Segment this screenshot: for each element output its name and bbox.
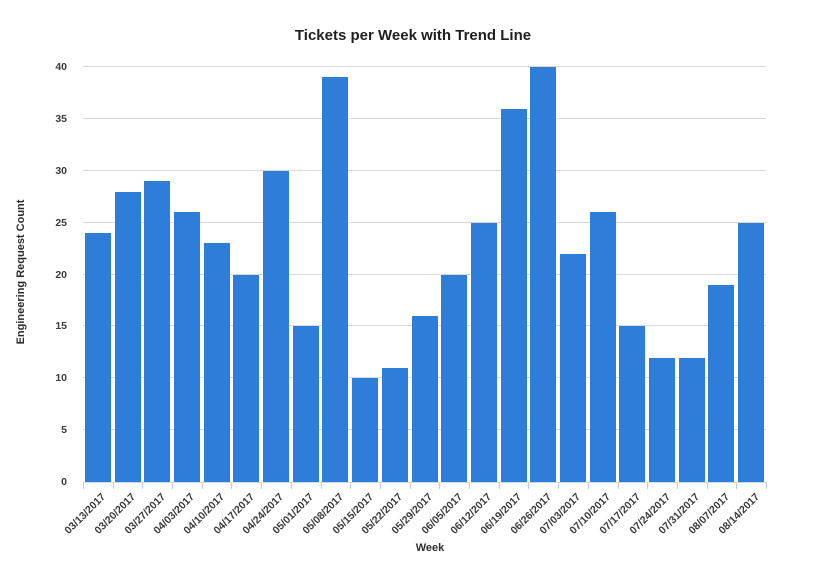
y-tick-label-10: 10 bbox=[55, 372, 67, 385]
x-tick-mark bbox=[379, 483, 381, 489]
x-tick-mark bbox=[112, 483, 114, 489]
bar-03/27/2017 bbox=[144, 181, 171, 482]
bar-04/17/2017 bbox=[233, 274, 260, 482]
x-tick-mark bbox=[706, 483, 708, 489]
gridline-y-40 bbox=[83, 66, 766, 67]
bar-05/15/2017 bbox=[352, 378, 379, 482]
x-tick-mark bbox=[587, 483, 589, 489]
bar-04/24/2017 bbox=[263, 170, 290, 482]
bar-07/24/2017 bbox=[649, 357, 676, 482]
bar-06/26/2017 bbox=[530, 67, 557, 482]
y-tick-label-30: 30 bbox=[55, 164, 67, 177]
bar-07/17/2017 bbox=[619, 326, 646, 482]
bar-07/31/2017 bbox=[678, 357, 705, 482]
bar-06/12/2017 bbox=[470, 222, 497, 482]
x-tick-mark bbox=[439, 483, 441, 489]
chart-title: Tickets per Week with Trend Line bbox=[294, 27, 532, 44]
bar-04/10/2017 bbox=[203, 243, 230, 482]
y-tick-label-15: 15 bbox=[55, 320, 67, 333]
x-tick-mark bbox=[498, 483, 500, 489]
bar-08/07/2017 bbox=[708, 284, 735, 482]
x-tick-mark bbox=[766, 483, 767, 489]
x-tick-mark bbox=[647, 483, 649, 489]
x-tick-mark bbox=[172, 483, 174, 489]
x-tick-mark bbox=[290, 483, 292, 489]
bar-05/01/2017 bbox=[292, 326, 319, 482]
x-tick-mark bbox=[676, 483, 678, 489]
x-tick-mark bbox=[528, 483, 530, 489]
x-tick-mark bbox=[617, 483, 619, 489]
x-tick-mark bbox=[409, 483, 411, 489]
bar-04/03/2017 bbox=[173, 212, 200, 482]
bar-06/05/2017 bbox=[441, 274, 468, 482]
x-tick-mark bbox=[261, 483, 263, 489]
x-tick-mark bbox=[231, 483, 233, 489]
gridline-y-30 bbox=[83, 169, 766, 171]
x-tick-mark bbox=[350, 483, 352, 489]
y-tick-label-35: 35 bbox=[55, 112, 67, 125]
x-tick-mark bbox=[558, 483, 560, 489]
y-tick-label-5: 5 bbox=[61, 424, 67, 437]
y-tick-label-20: 20 bbox=[55, 268, 67, 281]
gridline-y-20 bbox=[83, 273, 766, 275]
bar-07/10/2017 bbox=[589, 212, 616, 482]
bar-03/13/2017 bbox=[84, 233, 111, 482]
x-axis-title: Week bbox=[415, 542, 445, 554]
y-tick-label-0: 0 bbox=[61, 476, 67, 488]
plot-area bbox=[83, 66, 766, 482]
gridline-y-35 bbox=[83, 117, 766, 119]
x-tick-mark bbox=[320, 483, 322, 489]
y-tick-label-25: 25 bbox=[55, 216, 67, 229]
bar-05/29/2017 bbox=[411, 316, 438, 482]
bar-06/19/2017 bbox=[500, 108, 527, 482]
gridline-y-25 bbox=[83, 221, 766, 223]
bar-05/22/2017 bbox=[381, 367, 408, 482]
bar-07/03/2017 bbox=[559, 253, 586, 482]
bar-05/08/2017 bbox=[322, 77, 349, 482]
bar-08/14/2017 bbox=[738, 222, 765, 482]
y-tick-label-40: 40 bbox=[55, 61, 67, 73]
x-tick-mark bbox=[201, 483, 203, 489]
x-tick-mark bbox=[736, 483, 738, 489]
x-tick-mark bbox=[83, 483, 84, 489]
x-tick-mark bbox=[469, 483, 471, 489]
x-axis-line bbox=[83, 482, 767, 483]
bar-03/20/2017 bbox=[114, 191, 141, 482]
x-tick-mark bbox=[142, 483, 144, 489]
